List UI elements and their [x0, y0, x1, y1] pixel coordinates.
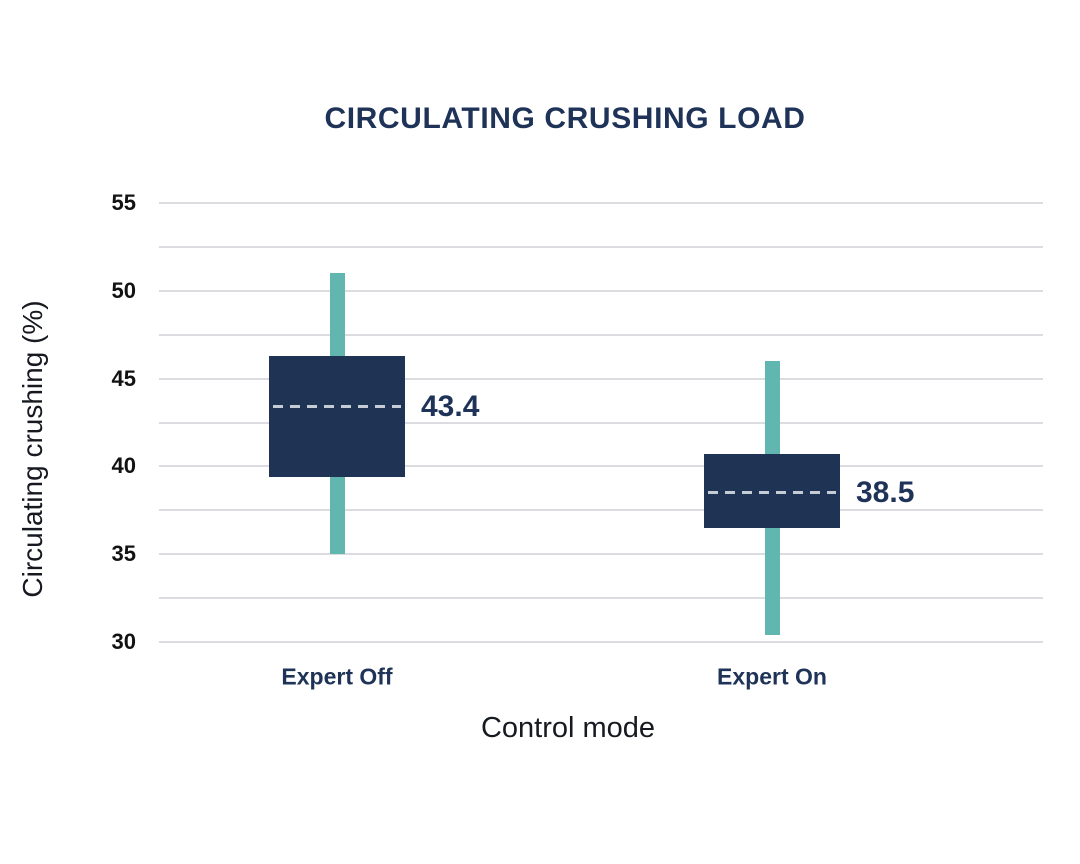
y-tick-label: 40: [111, 453, 136, 479]
y-tick-label: 35: [111, 541, 136, 567]
x-axis-title: Control mode: [480, 712, 656, 744]
y-tick-label: 30: [111, 629, 136, 654]
y-tick-label: 55: [111, 190, 136, 215]
x-category-label: Expert Off: [281, 663, 393, 690]
y-tick-label: 50: [111, 277, 136, 303]
y-axis-title: Circulating crushing (%): [17, 300, 48, 598]
gridline: [159, 333, 1043, 336]
mean-value-label: 43.4: [421, 389, 480, 423]
iqr-box: [269, 355, 405, 477]
gridline: [159, 597, 1043, 600]
gridline: [159, 641, 1043, 643]
mean-value-label: 38.5: [856, 475, 915, 509]
gridline: [159, 509, 1043, 512]
gridline: [159, 245, 1043, 248]
x-category-label: Expert On: [717, 663, 827, 690]
gridline: [159, 421, 1043, 424]
gridline: [159, 465, 1043, 468]
gridline: [159, 377, 1043, 380]
mean-dashed-line: [708, 491, 836, 495]
gridline: [159, 289, 1043, 292]
mean-dashed-line: [273, 405, 401, 409]
gridline: [159, 202, 1043, 204]
chart-title: CIRCULATING CRUSHING LOAD: [324, 102, 806, 135]
y-tick-label: 45: [111, 365, 136, 391]
gridline: [159, 553, 1043, 556]
iqr-box: [704, 454, 840, 528]
